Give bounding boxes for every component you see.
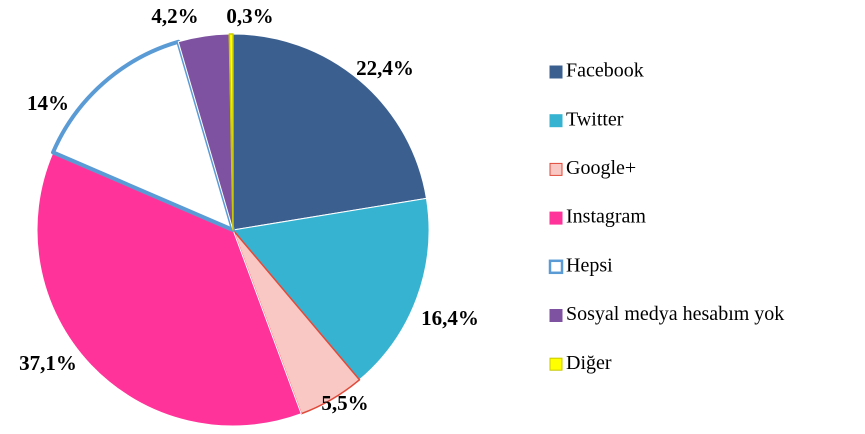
legend-swatch — [549, 309, 563, 322]
data-label: 16,4% — [421, 306, 479, 330]
data-label: 22,4% — [356, 56, 414, 80]
data-label: 0,3% — [226, 4, 273, 28]
pie-slice — [228, 33, 234, 231]
data-label: 5,5% — [321, 391, 368, 415]
legend-label: Diğer — [566, 352, 612, 374]
legend-swatch — [549, 211, 563, 225]
legend-label: Google+ — [566, 157, 636, 179]
pie-slice — [232, 197, 430, 381]
legend-label: Hepsi — [566, 254, 613, 276]
legend-swatch — [549, 65, 563, 79]
pie-slice — [51, 39, 235, 232]
pie-slice — [36, 151, 302, 427]
data-label: 4,2% — [151, 4, 198, 28]
data-label: 14% — [27, 91, 69, 115]
legend-swatch — [549, 114, 563, 128]
legend-swatch — [549, 357, 563, 371]
legend-label: Twitter — [566, 108, 624, 130]
data-label: 37,1% — [19, 351, 77, 375]
legend-label: Instagram — [566, 206, 646, 228]
legend-label: Sosyal medya hesabım yok — [566, 303, 784, 325]
pie-slice — [232, 33, 427, 231]
legend-label: Facebook — [566, 60, 644, 82]
legend-swatch — [549, 162, 563, 176]
legend-swatch — [548, 259, 564, 275]
